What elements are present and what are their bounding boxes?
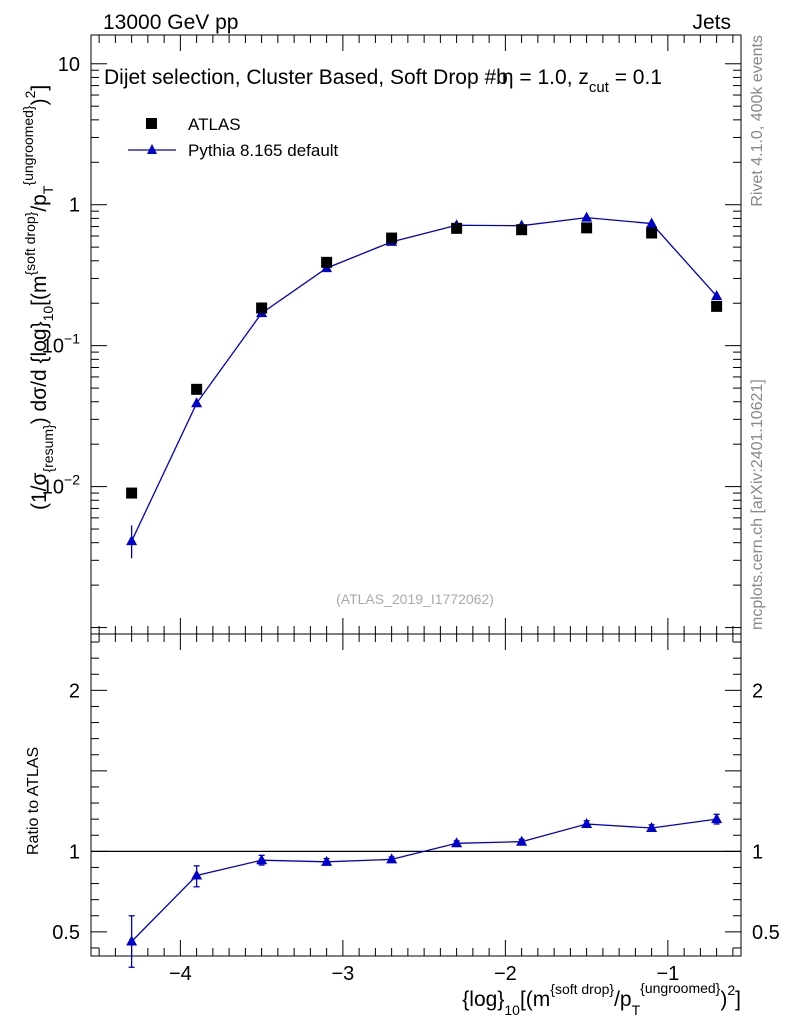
plot-layer: −4 −3 −2 −1 10 1 10−1 10−2 0.5 0.5 1 1 2 2 <box>42 35 780 985</box>
ratio-y-tick-label: 1 <box>69 841 80 863</box>
ratio-point <box>646 822 658 833</box>
ratio-point <box>516 835 528 846</box>
ratio-point <box>451 837 463 848</box>
atlas-point <box>711 300 723 312</box>
atlas-point <box>386 232 398 244</box>
ratio-y-tick-label-right: 0.5 <box>752 922 780 944</box>
pythia-point <box>711 290 723 301</box>
energy-label: 13000 GeV pp <box>103 11 238 34</box>
pythia-point <box>191 397 203 408</box>
source-label: mcplots.cern.ch [arXiv:2401.10621] <box>749 379 766 630</box>
x-axis-label: {log}10[(m{soft drop}/pT{ungroomed})2] <box>462 980 741 1018</box>
ratio-y-tick-label-right: 1 <box>752 841 763 863</box>
main-y-tick-label: 10−2 <box>42 472 80 499</box>
main-y-tick-label: 1 <box>69 195 80 217</box>
atlas-point <box>451 222 463 234</box>
legend-pythia-marker <box>147 144 157 154</box>
main-y-tick-label: 10−1 <box>42 331 80 358</box>
pythia-point <box>126 535 138 546</box>
analysis-id: (ATLAS_2019_I1772062) <box>336 591 494 607</box>
ratio-point <box>386 853 398 864</box>
rivet-label: Rivet 4.1.0, 400k events <box>749 35 766 207</box>
ratio-series-line <box>131 818 717 942</box>
legend-atlas-marker <box>146 118 157 129</box>
ratio-y-tick-label: 2 <box>69 680 80 702</box>
ratio-point <box>256 854 268 865</box>
atlas-point <box>126 487 138 499</box>
pythia-point <box>646 217 658 228</box>
category-label: Jets <box>692 11 731 34</box>
ratio-point <box>321 855 333 866</box>
pythia-point <box>581 211 593 222</box>
x-tick-label: −1 <box>656 963 679 985</box>
atlas-point <box>256 302 268 314</box>
atlas-point <box>516 224 528 236</box>
ratio-plot-frame <box>90 633 742 957</box>
atlas-point <box>191 383 203 395</box>
x-tick-label: −2 <box>494 963 517 985</box>
ratio-y-tick-label-right: 2 <box>752 680 763 702</box>
legend-atlas-label: ATLAS <box>188 115 241 134</box>
pythia-series-line <box>131 216 718 542</box>
ratio-point <box>191 869 203 880</box>
chart-title: Dijet selection, Cluster Based, Soft Dro… <box>104 66 662 96</box>
ratio-point <box>126 935 138 946</box>
atlas-point <box>646 227 658 239</box>
legend-pythia-label: Pythia 8.165 default <box>188 141 339 160</box>
main-y-axis-label: (1/σ{resum}) dσ/d {log}10[(m{soft drop}/… <box>20 85 56 510</box>
x-tick-label: −3 <box>331 963 354 985</box>
ratio-point <box>581 817 593 828</box>
ratio-y-tick-label: 0.5 <box>52 922 80 944</box>
ratio-point <box>711 813 723 824</box>
atlas-point <box>321 256 333 268</box>
x-tick-label: −4 <box>169 963 192 985</box>
atlas-point <box>581 222 593 234</box>
main-y-tick-label: 10 <box>58 54 80 76</box>
ratio-y-axis-label: Ratio to ATLAS <box>25 747 42 855</box>
